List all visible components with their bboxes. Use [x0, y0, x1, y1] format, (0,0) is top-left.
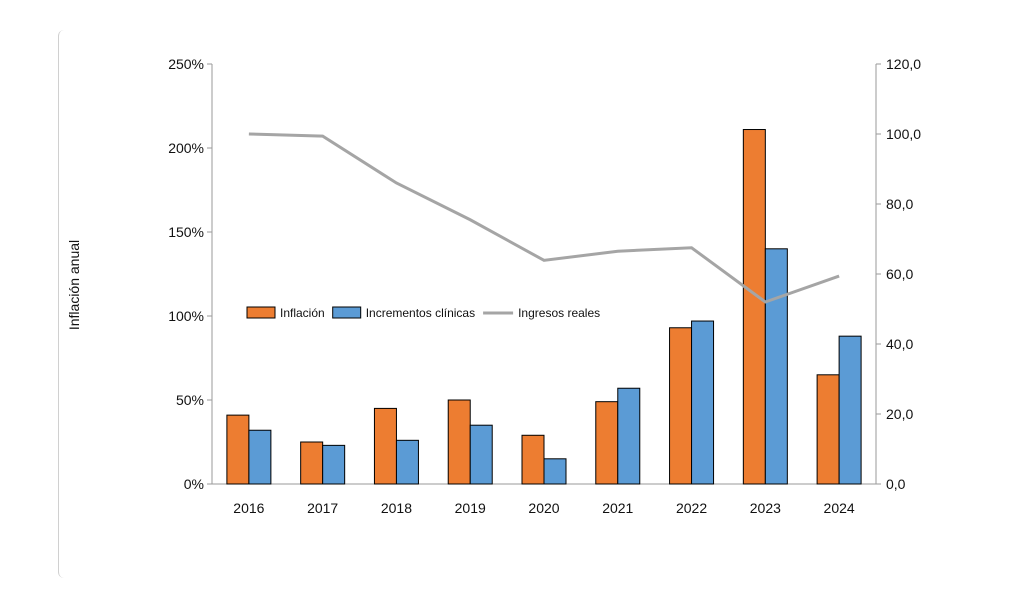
x-tick-label: 2022	[676, 500, 707, 516]
x-tick-label: 2021	[602, 500, 633, 516]
line-series	[248, 132, 840, 304]
y2-tick-label: 40,0	[886, 336, 913, 352]
bar-inflacion-2024	[816, 374, 840, 485]
x-tick-label: 2020	[528, 500, 559, 516]
y-axis-label: Inflación anual	[66, 240, 82, 330]
bar-inflacion-2016	[226, 414, 250, 485]
x-tick-label: 2016	[233, 500, 264, 516]
y-tick-label: 100%	[168, 308, 204, 324]
bar-inflacion-2020	[521, 434, 545, 485]
tick-labels: 0% 50% 100% 150% 200% 250% 0,0 20,0 40,0 60,0 80,0…	[168, 56, 921, 516]
bar-inflacion-2022	[669, 327, 693, 485]
legend: Inflación Incrementos clínicas Ingresos re…	[246, 306, 600, 320]
bar-inflacion-2019	[447, 399, 471, 485]
x-tick-label: 2018	[381, 500, 412, 516]
legend-swatch-inflacion	[246, 306, 276, 319]
bar-incrementos-2022	[691, 320, 715, 485]
y2-tick-label: 20,0	[886, 406, 913, 422]
bar-incrementos-2023	[764, 248, 788, 485]
bar-incrementos-2020	[543, 458, 567, 485]
bar-incrementos-2021	[617, 387, 641, 485]
legend-label: Inflación	[280, 306, 325, 320]
legend-label: Incrementos clínicas	[366, 306, 475, 320]
x-tick-label: 2023	[750, 500, 781, 516]
bar-inflacion-2021	[595, 401, 619, 485]
y-tick-label: 0%	[184, 476, 204, 492]
x-tick-label: 2024	[824, 500, 855, 516]
chart-frame	[58, 30, 1015, 578]
y2-tick-label: 120,0	[886, 56, 921, 72]
y2-tick-label: 80,0	[886, 196, 913, 212]
y-tick-label: 150%	[168, 224, 204, 240]
bar-inflacion-2017	[300, 441, 324, 485]
bars	[226, 129, 862, 485]
bar-incrementos-2016	[248, 429, 272, 485]
y-tick-label: 250%	[168, 56, 204, 72]
legend-label: Ingresos reales	[518, 306, 600, 320]
legend-swatch-incrementos	[332, 306, 362, 319]
bar-incrementos-2019	[469, 424, 493, 485]
y2-tick-label: 100,0	[886, 126, 921, 142]
bar-incrementos-2024	[838, 335, 862, 485]
x-tick-label: 2017	[307, 500, 338, 516]
y-tick-label: 200%	[168, 140, 204, 156]
bar-incrementos-2017	[322, 444, 346, 485]
y2-tick-label: 60,0	[886, 266, 913, 282]
y2-tick-label: 0,0	[886, 476, 906, 492]
x-tick-label: 2019	[455, 500, 486, 516]
bar-inflacion-2023	[742, 129, 766, 485]
y-tick-label: 50%	[176, 392, 204, 408]
bar-inflacion-2018	[373, 407, 397, 485]
bar-incrementos-2018	[395, 439, 419, 485]
